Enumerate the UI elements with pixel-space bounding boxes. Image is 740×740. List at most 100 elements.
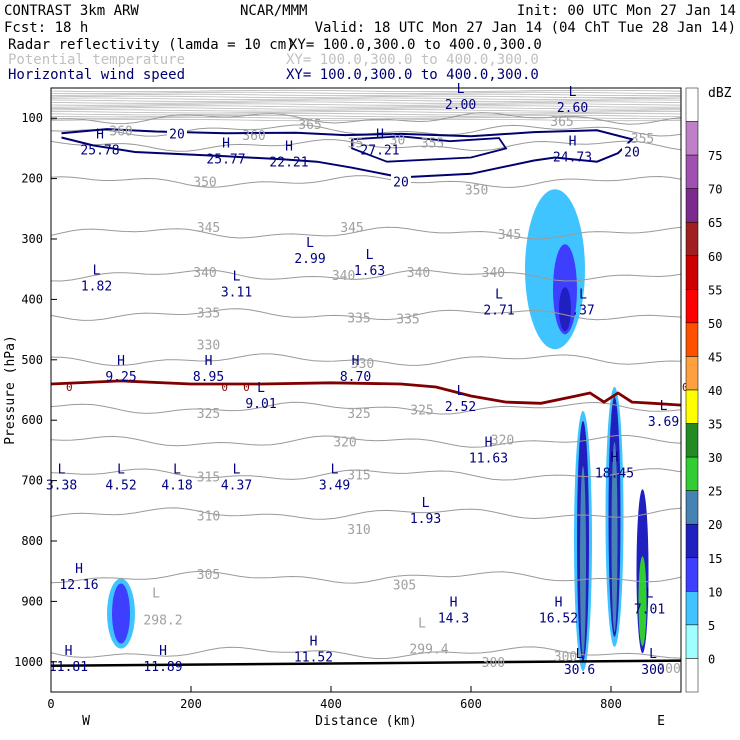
theta-isentrope-upper (50, 95, 682, 98)
theta-label: 335 (396, 313, 419, 328)
y-tick-label: 900 (21, 594, 43, 608)
colorbar-swatch (685, 289, 699, 324)
colorbar-swatch (685, 490, 699, 525)
theta-label: 300 (554, 650, 577, 665)
theta-label: 320 (491, 434, 514, 449)
wind-extremum-value: 1.63 (354, 264, 385, 279)
wind-contour-label: 20 (169, 127, 185, 142)
colorbar-swatch (685, 154, 699, 189)
colorbar-swatch (685, 624, 699, 659)
reflectivity-layer (107, 189, 649, 671)
theta-label: 340 (332, 269, 355, 284)
theta-label: 355 (421, 136, 444, 151)
wind-extremum-symbol: H (285, 139, 293, 154)
wind-extremum-value: 4.37 (221, 479, 252, 494)
theta-contour-315 (50, 468, 682, 481)
wind-extremum-symbol: H (569, 135, 577, 150)
wind-extremum-symbol: L (457, 384, 465, 399)
y-tick-label: 600 (21, 413, 43, 427)
wind-contour-label: 20 (393, 176, 409, 191)
theta-label: 330 (197, 339, 220, 354)
theta-label: 300 (482, 656, 505, 671)
theta-label: 325 (347, 407, 370, 422)
theta-label: 305 (197, 568, 220, 583)
colorbar-level: 25 (708, 485, 722, 499)
contour-labels: 360 360 365 35 30 355 365 355 350 350 345 345 345 340… (46, 82, 681, 678)
wind-extremum-value: 12.16 (59, 578, 98, 593)
wind-extremum-value: 3.38 (46, 479, 77, 494)
wind-extremum-symbol: H (65, 644, 73, 659)
wind-extremum-value: 2.71 (483, 303, 514, 318)
wind-label-bg (167, 125, 187, 140)
wind-label-bg (622, 143, 642, 158)
theta-label: 35 (348, 136, 364, 151)
wind-extremum-symbol: H (75, 562, 83, 577)
colorbar-swatch (685, 121, 699, 156)
wind-extremum-value: 9.01 (245, 397, 276, 412)
zero-line-label: 0 (682, 381, 689, 394)
y-tick-label: 200 (21, 172, 43, 186)
wind-extremum-symbol: L (457, 82, 465, 97)
theta-contour-365 (50, 112, 682, 125)
wind-extremum-symbol: L (495, 287, 503, 302)
wind-contour-20 (61, 128, 634, 179)
wind-extremum-symbol: L (233, 269, 241, 284)
theta-isentrope-upper (50, 97, 682, 100)
theta-isentrope-upper (51, 111, 681, 114)
theta-isentrope-upper (50, 105, 682, 108)
colorbar: 0 5 10 15 20 25 30 35 40 45 50 55 60 65 70 75 (685, 87, 722, 693)
colorbar-swatch (685, 322, 699, 357)
reflectivity-core-3 (638, 556, 647, 647)
wind-extremum-value: 2.00 (445, 98, 476, 113)
x-axis-title: Distance (km) (315, 714, 417, 729)
colorbar-level: 65 (708, 216, 722, 230)
header-center: NCAR/MMM (240, 3, 307, 19)
colorbar-swatch (685, 389, 699, 424)
wind-contour-20-inner (351, 135, 508, 163)
y-tick-label: 300 (21, 232, 43, 246)
wind-extremum-symbol: H (611, 451, 619, 466)
theta-label: 315 (347, 469, 370, 484)
wind-extremum-value: 16.52 (539, 611, 578, 626)
x-end-right: E (657, 714, 665, 729)
y-tick-label: 100 (21, 111, 43, 125)
colorbar-swatch (685, 557, 699, 592)
field-name-reflectivity: Radar reflectivity (lamda = 10 cm) (8, 37, 295, 53)
wind-extremum-value: 3.49 (319, 479, 350, 494)
field-xy-wind: XY= 100.0,300.0 to 400.0,300.0 (286, 67, 539, 83)
wind-extremum-symbol: L (117, 463, 125, 478)
wind-extremum-value: 25.77 (206, 152, 245, 167)
wind-extremum-symbol: L (257, 381, 265, 396)
x-tick-label: 600 (460, 697, 482, 711)
wind-extremum-value: 27.21 (360, 143, 399, 158)
x-end-left: W (82, 714, 90, 729)
theta-contour-305 (50, 570, 682, 584)
theta-label: 340 (482, 266, 505, 281)
wind-extremum-value: 11.52 (294, 651, 333, 666)
wind-extremum-value: 2.60 (557, 101, 588, 116)
colorbar-level: 35 (708, 418, 722, 432)
wind-extremum-symbol: L (93, 263, 101, 278)
colorbar-swatch (685, 255, 699, 290)
wind-extremum-symbol: H (485, 435, 493, 450)
theta-label: 330 (351, 357, 374, 372)
wind-extremum-value: 11.81 (49, 660, 88, 675)
wind-extremum-symbol: H (222, 136, 230, 151)
theta-isentrope-upper (50, 99, 682, 102)
theta-label: 365 (298, 118, 321, 133)
header-fcst: Fcst: 18 h (4, 20, 88, 36)
y-axis-title: Pressure (hPa) (3, 335, 18, 445)
wind-label-bg (391, 173, 411, 188)
field-xy-reflectivity: XY= 100.0,300.0 to 400.0,300.0 (289, 37, 542, 53)
colorbar-swatch (685, 591, 699, 626)
wind-extremum-value: 11.89 (143, 660, 182, 675)
terrain-line (50, 659, 682, 668)
colorbar-level: 60 (708, 250, 722, 264)
wind-extremum-symbol: H (352, 354, 360, 369)
theta-isentrope-upper (50, 101, 682, 104)
wind-extremum-value: 2.99 (294, 252, 325, 267)
colorbar-swatch (685, 356, 699, 391)
zero-line-label: 0 (221, 381, 228, 394)
theta-label: 345 (197, 221, 220, 236)
wind-extremum-symbol: L (366, 248, 374, 263)
